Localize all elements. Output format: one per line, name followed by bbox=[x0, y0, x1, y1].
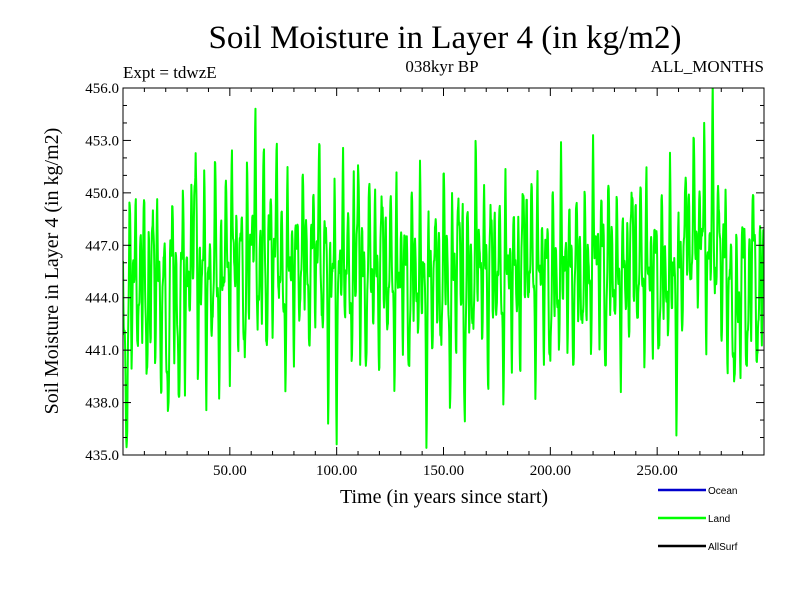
y-tick-label: 438.0 bbox=[85, 396, 119, 412]
legend: Ocean Land AllSurf bbox=[658, 486, 738, 553]
legend-label-allsurf: AllSurf bbox=[708, 542, 738, 553]
legend-label-land: Land bbox=[708, 514, 730, 525]
y-axis-label: Soil Moisture in Layer 4 (in kg/m2) bbox=[41, 128, 63, 415]
x-axis-label: Time (in years since start) bbox=[340, 486, 548, 508]
y-tick-label: 450.0 bbox=[85, 186, 119, 202]
legend-label-ocean: Ocean bbox=[708, 486, 737, 497]
experiment-label: Expt = tdwzE bbox=[123, 63, 217, 82]
chart-title: Soil Moisture in Layer 4 (in kg/m2) bbox=[209, 20, 682, 56]
y-tick-label: 456.0 bbox=[85, 81, 119, 97]
y-tick-label: 444.0 bbox=[85, 291, 119, 307]
x-tick-label: 250.00 bbox=[637, 463, 678, 479]
x-tick-label: 100.00 bbox=[316, 463, 357, 479]
y-tick-label: 447.0 bbox=[85, 238, 119, 254]
y-tick-label: 441.0 bbox=[85, 343, 119, 359]
y-tick-label: 453.0 bbox=[85, 133, 119, 149]
months-label: ALL_MONTHS bbox=[651, 57, 764, 76]
x-tick-label: 150.00 bbox=[423, 463, 464, 479]
x-tick-label: 200.00 bbox=[530, 463, 571, 479]
x-axis: 50.00 100.00 150.00 200.00 250.00 bbox=[143, 88, 744, 479]
y-axis: 435.0 438.0 441.0 444.0 447.0 450.0 453.0 456.0 bbox=[85, 81, 764, 464]
series-line-land bbox=[123, 88, 764, 449]
x-tick-label: 50.00 bbox=[213, 463, 247, 479]
y-tick-label: 435.0 bbox=[85, 448, 119, 464]
chart-subtitle: 038kyr BP bbox=[405, 57, 478, 76]
